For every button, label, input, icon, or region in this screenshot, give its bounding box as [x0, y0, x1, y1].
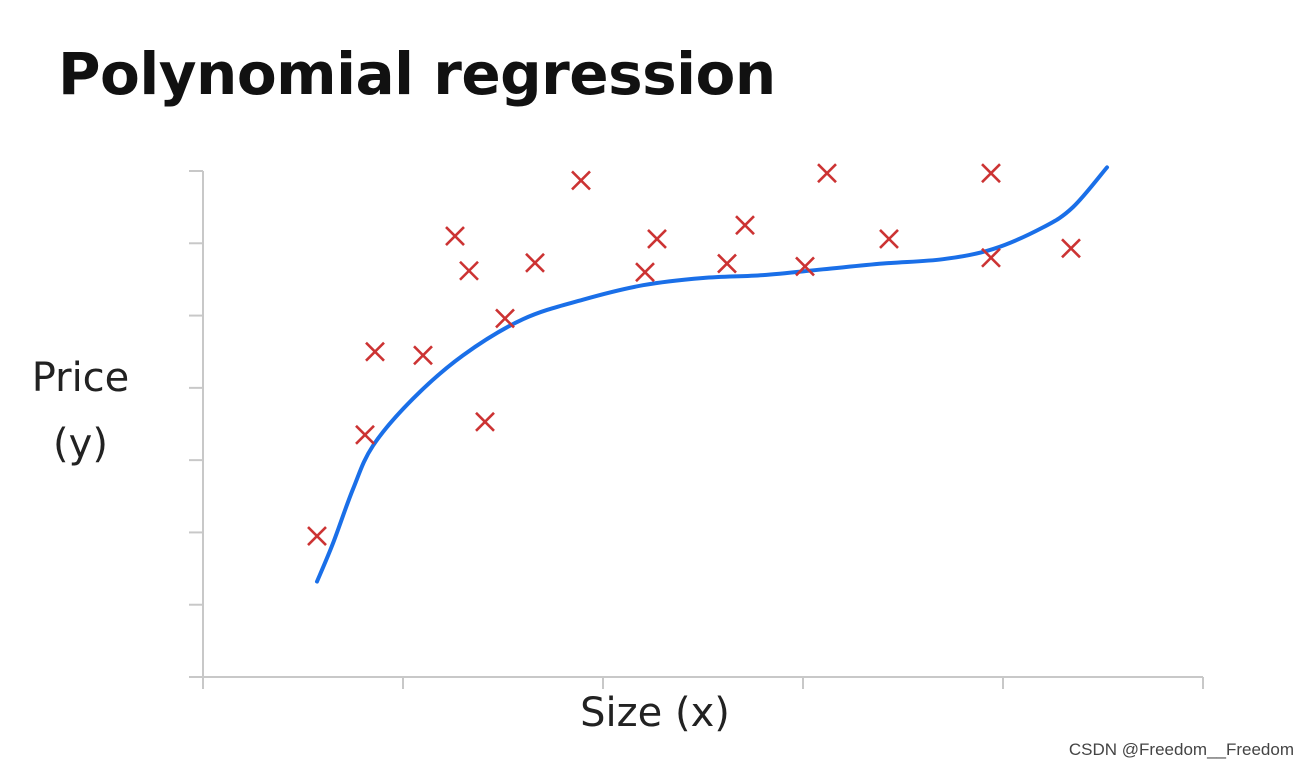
data-point-7: [495, 308, 515, 329]
data-point-8: [525, 252, 545, 273]
data-point-19: [1061, 238, 1081, 259]
data-point-13: [735, 215, 755, 236]
data-point-6: [475, 411, 495, 432]
y-axis-label-line1: Price: [31, 355, 130, 401]
data-point-5: [459, 260, 479, 281]
x-axis-label: Size (x): [580, 690, 730, 736]
data-point-2: [365, 341, 385, 362]
data-point-11: [647, 229, 667, 249]
data-point-9: [571, 170, 591, 191]
data-point-10: [635, 262, 655, 283]
fitted-curve: [315, 165, 1109, 584]
data-point-18: [981, 247, 1001, 268]
data-point-0: [307, 526, 327, 546]
y-axis-label: Price (y): [18, 345, 143, 477]
watermark: CSDN @Freedom__Freedom: [1068, 740, 1294, 759]
y-axis-label-line2: (y): [53, 421, 108, 467]
data-point-14: [795, 256, 815, 277]
data-point-1: [355, 424, 375, 445]
data-point-12: [717, 253, 737, 274]
data-point-3: [413, 345, 433, 366]
chart-title: Polynomial regression: [58, 40, 776, 108]
data-point-17: [981, 163, 1001, 184]
data-point-16: [879, 229, 899, 249]
data-point-4: [445, 226, 465, 246]
data-point-15: [817, 163, 837, 184]
